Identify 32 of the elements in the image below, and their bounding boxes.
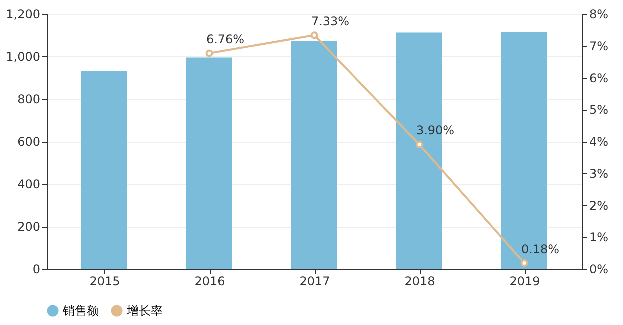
y2-tick-label: 3% xyxy=(590,166,609,181)
y-tick-label: 600 xyxy=(18,135,40,149)
y2-tick-label: 4% xyxy=(590,135,609,149)
x-tick-label: 2018 xyxy=(404,274,436,288)
bar xyxy=(292,41,338,269)
data-label: 7.33% xyxy=(311,14,350,28)
x-tick-label: 2017 xyxy=(300,274,330,288)
y-tick-label: 1,000 xyxy=(6,50,40,64)
y2-tick-label: 0% xyxy=(590,262,609,276)
y-tick-label: 800 xyxy=(18,92,40,106)
y2-tick-label: 5% xyxy=(590,103,609,118)
point xyxy=(310,32,318,40)
point xyxy=(206,50,214,58)
data-label: 6.76% xyxy=(206,32,245,47)
y2-tick-label: 8% xyxy=(590,8,609,22)
y-tick-label: 400 xyxy=(18,178,40,192)
y2-tick-label: 6% xyxy=(590,71,609,86)
y2-tick-label: 1% xyxy=(590,230,609,245)
legend-label: 增长率 xyxy=(126,304,163,318)
x-tick-label: 2015 xyxy=(90,274,120,288)
x-tick-label: 2019 xyxy=(510,274,540,288)
y-tick-label: 200 xyxy=(18,220,40,234)
x-tick-label: 2016 xyxy=(194,274,226,288)
y2-tick-label: 7% xyxy=(590,39,609,54)
legend-label: 销售额 xyxy=(62,304,99,318)
y-tick-label: 0 xyxy=(32,262,40,276)
y-tick-label: 1,200 xyxy=(6,8,40,22)
bar xyxy=(186,58,232,269)
y2-tick-label: 2% xyxy=(590,198,609,213)
point xyxy=(416,140,424,148)
bar xyxy=(82,70,128,269)
point xyxy=(520,260,528,267)
